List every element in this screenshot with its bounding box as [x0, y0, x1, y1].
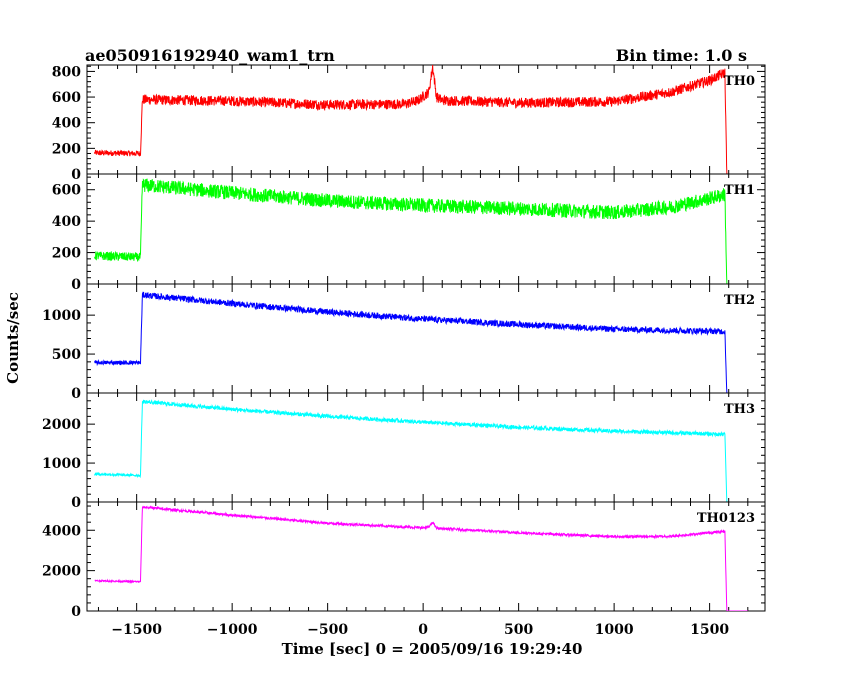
series-th3 [94, 399, 748, 502]
x-axis-label: Time [sec] 0 = 2005/09/16 19:29:40 [282, 640, 583, 658]
y-axis-label: Counts/sec [4, 292, 22, 384]
y-tick-label: 0 [71, 495, 81, 511]
y-tick-label: 2000 [42, 564, 81, 580]
y-tick-label: 600 [52, 90, 81, 106]
series-th0 [94, 65, 748, 174]
x-tick-labels: −1500 −1000 −500 0 500 1000 1500 [111, 622, 729, 638]
panel-th0123: 0 2000 4000 TH0123 [42, 501, 766, 620]
y-tick-label: 0 [71, 386, 81, 402]
y-tick-label: 800 [52, 64, 81, 80]
series-th1 [94, 178, 748, 284]
y-tick-label: 0 [71, 167, 81, 183]
panel-th1: 0 200 400 600 TH1 [52, 173, 766, 293]
y-tick-label: 2000 [42, 417, 81, 433]
panel-label: TH0123 [697, 511, 755, 526]
y-tick-label: 0 [71, 277, 81, 293]
x-tick-label: −500 [307, 622, 348, 638]
y-tick-label: 1000 [42, 308, 81, 324]
panels-group: 0 200 400 600 800 TH0 0 200 400 600 TH1 0 500 1000 TH2… [42, 64, 766, 620]
x-tick-label: 1500 [690, 622, 729, 638]
panel-label: TH1 [724, 183, 755, 198]
series-th2 [94, 291, 748, 393]
x-tick-label: −1000 [207, 622, 258, 638]
panel-th2: 0 500 1000 TH2 [42, 283, 766, 402]
chart-title-right: Bin time: 1.0 s [616, 46, 747, 65]
panel-th0: 0 200 400 600 800 TH0 [52, 64, 766, 183]
y-tick-label: 400 [52, 214, 81, 230]
x-tick-label: 500 [504, 622, 533, 638]
panel-frame [86, 392, 766, 503]
panel-label: TH0 [724, 74, 755, 89]
x-tick-label: −1500 [111, 622, 162, 638]
y-tick-label: 400 [52, 116, 81, 132]
y-tick-label: 600 [52, 183, 81, 199]
chart-title-left: ae050916192940_wam1_trn [85, 46, 335, 65]
panel-label: TH3 [724, 402, 755, 417]
y-tick-label: 1000 [42, 456, 81, 472]
panel-frame [86, 64, 766, 175]
x-tick-label: 0 [418, 622, 428, 638]
y-tick-label: 0 [71, 604, 81, 620]
y-tick-label: 4000 [42, 523, 81, 539]
y-tick-label: 200 [52, 141, 81, 157]
y-tick-label: 200 [52, 246, 81, 262]
panel-label: TH2 [724, 293, 755, 308]
x-tick-label: 1000 [595, 622, 634, 638]
y-tick-label: 500 [52, 347, 81, 363]
panel-frame [86, 501, 766, 612]
series-th0123 [94, 505, 748, 611]
panel-th3: 0 1000 2000 TH3 [42, 392, 766, 511]
